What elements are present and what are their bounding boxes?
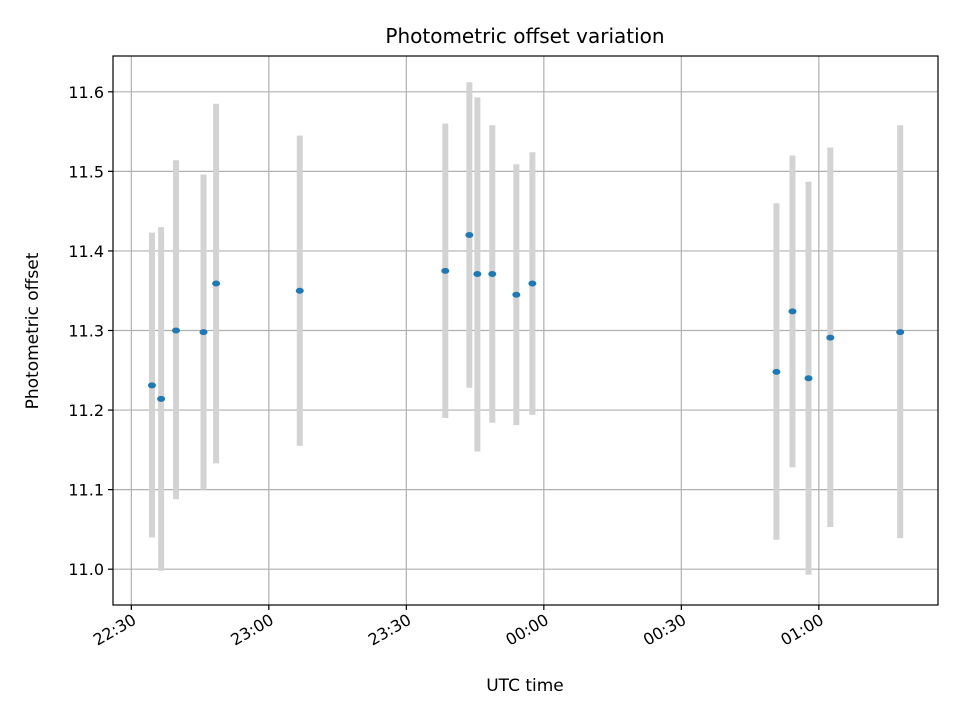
data-point <box>473 271 482 278</box>
x-axis-label: UTC time <box>486 676 564 696</box>
y-axis-label: Photometric offset <box>23 252 43 409</box>
data-point <box>896 329 905 336</box>
data-point <box>804 375 813 382</box>
y-axis: 11.0 11.1 11.2 11.3 11.4 11.5 11.6 <box>68 83 113 579</box>
y-tick-label: 11.4 <box>68 242 104 261</box>
y-tick-label: 11.3 <box>68 322 104 341</box>
data-point <box>512 291 521 298</box>
data-point <box>295 287 304 294</box>
data-points <box>147 232 905 402</box>
chart-title: Photometric offset variation <box>385 24 664 48</box>
data-point <box>157 395 166 402</box>
y-tick-label: 11.1 <box>68 481 104 500</box>
data-point <box>488 271 497 278</box>
data-point <box>199 329 208 336</box>
data-point <box>788 308 797 315</box>
data-point <box>172 327 181 334</box>
data-point <box>528 280 537 287</box>
data-point <box>441 267 450 274</box>
data-point <box>147 382 156 389</box>
y-tick-label: 11.5 <box>68 162 104 181</box>
data-point <box>826 334 835 341</box>
data-point <box>465 232 474 239</box>
y-tick-label: 11.0 <box>68 560 104 579</box>
y-tick-label: 11.2 <box>68 401 104 420</box>
y-tick-label: 11.6 <box>68 83 104 102</box>
data-point <box>212 280 221 287</box>
data-point <box>772 368 781 375</box>
grid <box>113 56 938 605</box>
